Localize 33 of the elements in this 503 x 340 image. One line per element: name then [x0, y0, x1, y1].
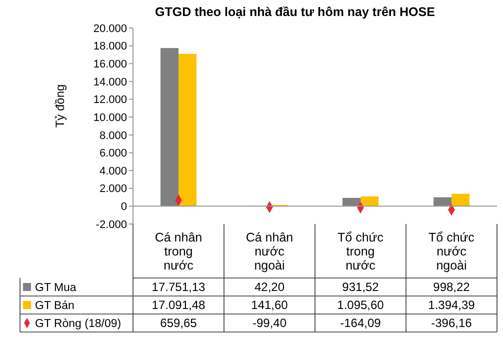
data-label: 141,60 [251, 298, 288, 312]
y-tick-label: 12.000 [93, 94, 127, 106]
data-label: 931,52 [342, 280, 380, 294]
x-tick-label: Tổ chức nước ngoài [428, 230, 474, 272]
chart-title: GTGD theo loại nhà đầu tư hôm nay trên HOSE [155, 5, 435, 19]
x-tick-label: Cá nhân nước ngoài [246, 230, 294, 272]
data-label: 659,65 [160, 316, 198, 330]
x-tick-label: Tổ chức trong nước [338, 230, 384, 272]
legend-label: GT Ròng (18/09) [35, 318, 122, 330]
data-label: -164,09 [340, 316, 382, 330]
y-tick-label: 16.000 [93, 58, 127, 70]
data-label: 1.095,60 [337, 298, 384, 312]
y-tick-label: 2.000 [99, 183, 127, 196]
y-tick-label: 10.000 [93, 112, 127, 124]
y-tick-label: 8.000 [99, 130, 127, 142]
data-label: 17.091,48 [152, 298, 206, 312]
x-tick-label: Cá nhân trong nước [154, 230, 202, 272]
data-label: 1.394,39 [428, 298, 476, 312]
y-tick-label: 14.000 [93, 76, 127, 88]
y-tick-label: 20.000 [93, 22, 127, 35]
y-tick-label: 0 [120, 201, 127, 214]
data-label: -99,40 [252, 316, 287, 330]
legend-label: GT Bán [35, 300, 74, 312]
y-axis-title: Tỷ đồng [53, 84, 67, 128]
y-tick-label: 18.000 [93, 40, 127, 53]
data-label: 998,22 [433, 280, 470, 294]
data-label: -396,16 [431, 316, 472, 330]
legend-label: GT Mua [35, 282, 77, 294]
y-tick-label: 6.000 [99, 148, 127, 160]
data-label: 17.751,13 [152, 280, 206, 294]
data-label: 42,20 [254, 280, 285, 294]
y-tick-label: -2.000 [96, 218, 127, 231]
y-tick-label: 4.000 [99, 165, 127, 178]
